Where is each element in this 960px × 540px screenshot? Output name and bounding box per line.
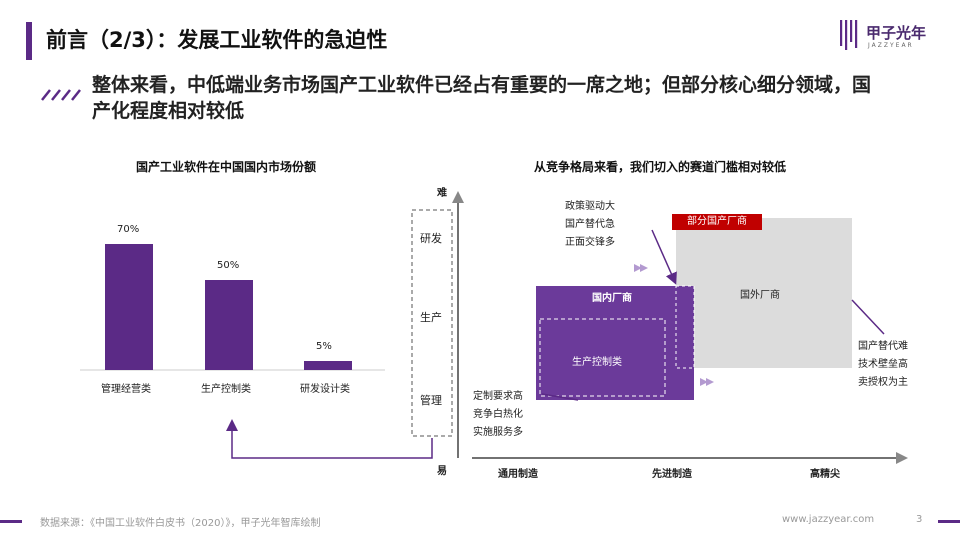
- left-note-line: [541, 393, 579, 401]
- left-note-3: 实施服务多: [473, 427, 523, 438]
- right-note-1: 国产替代难: [858, 341, 908, 352]
- left-note-2: 竞争白热化: [473, 409, 523, 420]
- page-number: 3: [916, 514, 923, 525]
- bar-value-label: 70%: [117, 224, 140, 235]
- page-title: 前言（2/3）：发展工业软件的急迫性: [46, 28, 388, 52]
- top-notes: 政策驱动大 国产替代急 正面交锋多: [565, 198, 615, 252]
- domestic-vendor-label: 国内厂商: [592, 293, 632, 304]
- subtitle: 整体来看，中低端业务市场国产工业软件已经占有重要的一席之地；但部分核心细分领域，…: [92, 74, 872, 122]
- x-label-general: 通用制造: [498, 469, 538, 480]
- foreign-vendor-label: 国外厂商: [740, 290, 780, 301]
- capsule-label-rd: 研发: [420, 232, 442, 245]
- subtitle-deco-icon: [41, 89, 81, 101]
- bar-category-label: 生产控制类: [201, 384, 251, 395]
- right-note-2: 技术壁垒高: [858, 359, 908, 370]
- footer-accent-right: [938, 520, 960, 523]
- logo-text: 甲子光年: [866, 24, 927, 42]
- chevron-icon: [700, 378, 714, 386]
- top-note-3: 正面交锋多: [565, 237, 615, 248]
- connector-arrow: [226, 419, 433, 459]
- logo-subtext: JAZZYEAR: [868, 42, 914, 49]
- right-note-3: 卖授权为主: [858, 377, 908, 388]
- right-chart-title: 从竞争格局来看，我们切入的赛道门槛相对较低: [534, 160, 787, 174]
- footer-url[interactable]: www.jazzyear.com: [782, 514, 875, 525]
- title-accent-bar: [26, 22, 32, 60]
- top-note-arrow: [651, 229, 677, 285]
- footer-accent-left: [0, 520, 22, 523]
- right-note-line: [851, 299, 885, 335]
- bars-group: [105, 244, 352, 370]
- left-note-1: 定制要求高: [473, 391, 523, 402]
- bar-category-label: 研发设计类: [300, 384, 350, 395]
- bar-value-label: 5%: [316, 341, 332, 352]
- foreign-vendor-box: [676, 218, 852, 368]
- overlap-box: [675, 285, 695, 369]
- production-control-box: [539, 318, 666, 397]
- bar-value-label: 50%: [217, 260, 240, 271]
- bar-0: [105, 244, 153, 370]
- x-label-advanced: 先进制造: [652, 469, 692, 480]
- bar-category-label: 管理经营类: [101, 384, 151, 395]
- top-note-2: 国产替代急: [565, 219, 615, 230]
- axis-bottom-label: 易: [437, 466, 447, 477]
- capsule-label-production: 生产: [420, 311, 442, 324]
- right-notes: 国产替代难 技术壁垒高 卖授权为主: [858, 338, 908, 392]
- capsule-label-management: 管理: [420, 394, 442, 407]
- domestic-vendor-box: [536, 286, 694, 400]
- bar-2: [304, 361, 352, 370]
- bar-1: [205, 280, 253, 370]
- left-notes: 定制要求高 竞争白热化 实施服务多: [473, 388, 523, 442]
- jazzyear-logo-icon: [840, 20, 858, 50]
- top-note-1: 政策驱动大: [565, 201, 615, 212]
- x-label-highend: 高精尖: [810, 469, 840, 480]
- production-control-label: 生产控制类: [572, 357, 622, 368]
- footer-source: 数据来源：《中国工业软件白皮书（2020）》，甲子光年智库绘制: [40, 518, 321, 529]
- axis-top-label: 难: [437, 188, 447, 199]
- left-chart-title: 国产工业软件在中国国内市场份额: [136, 160, 317, 174]
- chevron-icon: [634, 264, 648, 272]
- partial-domestic-tag: 部分国产厂商: [672, 214, 762, 230]
